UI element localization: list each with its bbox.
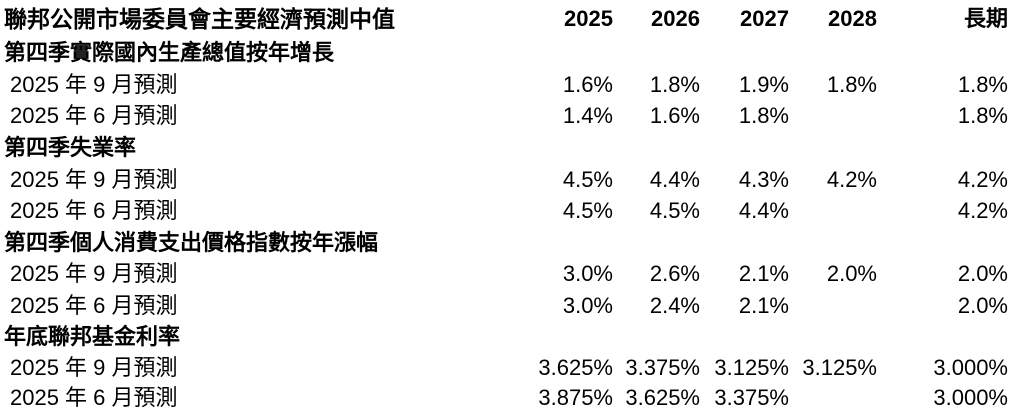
value-2026: 1.6% [649,103,700,128]
value-2027: 1.8% [738,103,789,128]
table-row: 2025 年 6 月預測 3.0% 2.4% 2.1% 2.0% [0,290,1016,322]
value-2026: 4.4% [649,167,700,192]
value-2026: 1.8% [649,72,700,97]
row-label: 2025 年 9 月預測 [10,167,178,192]
value-2027: 1.9% [738,72,789,97]
table-row: 2025 年 6 月預測 4.5% 4.5% 4.4% 4.2% [0,195,1016,227]
section-header-gdp: 第四季實際國內生產總值按年增長 [0,37,1016,69]
row-label: 2025 年 9 月預測 [10,261,178,286]
section-label: 第四季個人消費支出價格指數按年漲幅 [4,230,379,255]
column-header-2026: 2026 [651,6,700,31]
header-row: 聯邦公開市場委員會主要經濟預測中值 2025 2026 2027 2028 長期 [0,3,1016,35]
table-row: 2025 年 9 月預測 4.5% 4.4% 4.3% 4.2% 4.2% [0,164,1016,196]
value-2028: 3.125% [802,355,877,380]
value-2025: 3.0% [562,293,613,318]
value-2025: 3.875% [538,385,613,410]
value-long-run: 2.0% [957,261,1008,286]
value-2025: 4.5% [562,198,613,223]
column-header-2027: 2027 [740,6,789,31]
value-long-run: 4.2% [957,198,1008,223]
column-header-2025: 2025 [564,6,613,31]
section-header-unemployment: 第四季失業率 [0,132,1016,164]
row-label: 2025 年 6 月預測 [10,103,178,128]
value-2026: 2.6% [649,261,700,286]
table-row: 2025 年 9 月預測 1.6% 1.8% 1.9% 1.8% 1.8% [0,69,1016,101]
section-header-fed-funds-rate: 年底聯邦基金利率 [0,321,1016,353]
value-2025: 4.5% [562,167,613,192]
value-long-run: 3.000% [933,385,1008,410]
value-2025: 1.4% [562,103,613,128]
value-2026: 2.4% [649,293,700,318]
column-header-2028: 2028 [828,6,877,31]
column-header-long-run: 長期 [963,6,1008,31]
value-long-run: 1.8% [957,72,1008,97]
row-label: 2025 年 9 月預測 [10,72,178,97]
value-2025: 1.6% [562,72,613,97]
table-title: 聯邦公開市場委員會主要經濟預測中值 [4,6,395,32]
section-label: 第四季實際國內生產總值按年增長 [4,40,335,65]
value-2027: 2.1% [738,261,789,286]
section-header-pce-inflation: 第四季個人消費支出價格指數按年漲幅 [0,227,1016,259]
value-2027: 3.375% [714,385,789,410]
value-long-run: 3.000% [933,355,1008,380]
value-2028: 2.0% [826,261,877,286]
value-long-run: 2.0% [957,293,1008,318]
row-label: 2025 年 6 月預測 [10,385,178,410]
value-2025: 3.625% [538,355,613,380]
table-row: 2025 年 6 月預測 1.4% 1.6% 1.8% 1.8% [0,100,1016,132]
table-row: 2025 年 6 月預測 3.875% 3.625% 3.375% 3.000% [0,382,1016,414]
value-2026: 3.375% [625,355,700,380]
value-2028: 4.2% [826,167,877,192]
table-row: 2025 年 9 月預測 3.0% 2.6% 2.1% 2.0% 2.0% [0,258,1016,290]
value-long-run: 4.2% [957,167,1008,192]
value-2026: 4.5% [649,198,700,223]
row-label: 2025 年 6 月預測 [10,293,178,318]
value-2027: 4.3% [738,167,789,192]
row-label: 2025 年 6 月預測 [10,198,178,223]
value-2027: 3.125% [714,355,789,380]
section-label: 第四季失業率 [4,135,137,160]
section-label: 年底聯邦基金利率 [4,324,181,349]
table-row: 2025 年 9 月預測 3.625% 3.375% 3.125% 3.125%… [0,352,1016,384]
row-label: 2025 年 9 月預測 [10,355,178,380]
value-long-run: 1.8% [957,103,1008,128]
value-2025: 3.0% [562,261,613,286]
value-2026: 3.625% [625,385,700,410]
value-2027: 2.1% [738,293,789,318]
value-2027: 4.4% [738,198,789,223]
value-2028: 1.8% [826,72,877,97]
